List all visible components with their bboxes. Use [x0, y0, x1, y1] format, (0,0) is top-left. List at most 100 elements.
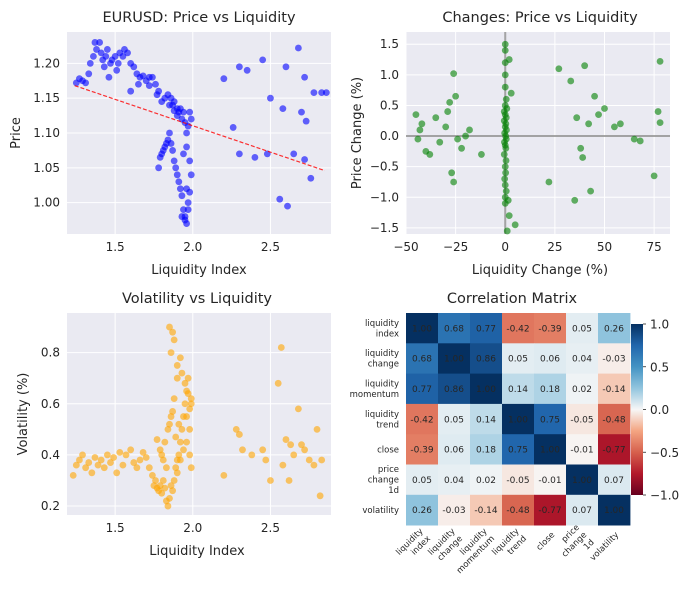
- data-point: [504, 196, 512, 204]
- heatmap-cell: [566, 343, 599, 374]
- data-point: [91, 454, 99, 461]
- data-point: [82, 464, 90, 472]
- heatmap-value: 1.00: [572, 476, 592, 486]
- heatmap-value: 0.07: [604, 476, 624, 486]
- data-point: [318, 89, 326, 96]
- y-axis-label: Price Change (%): [350, 77, 365, 189]
- y-tick-label: 1.00: [33, 196, 60, 210]
- x-tick-label: 2.0: [183, 521, 202, 535]
- row-label: volatility: [362, 506, 399, 516]
- heatmap-value: -0.05: [570, 415, 593, 425]
- heatmap-value: 0.05: [412, 476, 432, 486]
- data-point: [305, 456, 313, 464]
- data-point: [161, 438, 169, 446]
- data-point: [412, 111, 420, 119]
- data-point: [178, 369, 186, 377]
- data-point: [183, 413, 190, 420]
- data-point: [142, 454, 150, 461]
- data-point: [111, 52, 119, 60]
- heatmap-cell: [406, 343, 439, 374]
- data-point: [279, 461, 287, 469]
- data-point: [180, 206, 187, 214]
- data-point: [169, 487, 177, 495]
- colorbar: 1.0 0.5 0.0 −0.5 −1.0: [631, 318, 679, 503]
- data-point: [585, 120, 593, 128]
- data-point: [170, 477, 178, 484]
- heatmap-cell: [470, 494, 503, 526]
- data-point: [591, 92, 598, 100]
- data-point: [153, 436, 161, 443]
- x-tick-label: 0: [501, 240, 509, 254]
- data-point: [235, 431, 243, 438]
- data-point: [298, 108, 305, 116]
- heatmap-value: 0.02: [476, 476, 496, 486]
- heatmap-value: 0.75: [540, 415, 560, 425]
- heatmap-value: 0.02: [572, 385, 592, 395]
- colorbar-tick-label: −1.0: [650, 489, 679, 503]
- data-point: [170, 395, 178, 403]
- heatmap-value: 0.77: [412, 385, 432, 395]
- heatmap-value: 1.00: [540, 446, 560, 456]
- data-point: [243, 66, 251, 74]
- data-point: [502, 187, 510, 195]
- data-point: [581, 62, 589, 70]
- data-point: [577, 144, 585, 152]
- data-point: [145, 82, 153, 90]
- row-label: price change 1d: [368, 465, 399, 496]
- data-point: [96, 39, 104, 46]
- data-point: [579, 154, 587, 161]
- data-point: [85, 459, 93, 466]
- heatmap-value: 0.75: [508, 446, 528, 456]
- heatmap-cell: [470, 464, 503, 496]
- data-point: [130, 63, 138, 71]
- data-point: [298, 441, 305, 449]
- heatmap-value: 0.86: [444, 385, 464, 395]
- data-point: [94, 461, 102, 469]
- x-tick-label: 1.5: [106, 521, 125, 535]
- data-point: [616, 120, 624, 128]
- y-axis-label: Price: [9, 117, 24, 149]
- heatmap-value: -0.77: [602, 446, 625, 456]
- heatmap-cell: [566, 403, 599, 435]
- data-point: [145, 464, 153, 472]
- data-point: [175, 451, 183, 459]
- y-tick-label: −0.5: [370, 160, 399, 174]
- data-point: [183, 438, 190, 446]
- data-point: [301, 73, 308, 81]
- data-point: [122, 451, 130, 459]
- data-point: [595, 111, 602, 119]
- data-point: [186, 425, 194, 433]
- data-point: [76, 456, 83, 464]
- panel-price-vs-liquidity: 1.5 2.0 2.5 1.00 1.05 1.10 1.15 1.20 EURUSD: Pr…: [9, 10, 331, 278]
- data-point: [175, 420, 183, 428]
- data-point: [501, 40, 509, 48]
- data-point: [187, 171, 195, 179]
- data-point: [262, 456, 270, 464]
- data-point: [444, 108, 452, 115]
- data-point: [235, 63, 243, 71]
- data-point: [114, 59, 122, 67]
- heatmap-cell: [406, 373, 439, 405]
- data-point: [282, 436, 290, 443]
- data-point: [133, 464, 141, 472]
- data-point: [466, 126, 473, 134]
- heatmap-value: 0.14: [508, 385, 528, 395]
- y-tick-label: 1.05: [33, 161, 60, 175]
- data-point: [167, 482, 175, 489]
- heatmap-value: 0.14: [476, 415, 496, 425]
- data-point: [176, 456, 184, 464]
- heatmap-value: 0.04: [444, 476, 464, 486]
- data-point: [573, 114, 581, 122]
- data-point: [184, 374, 192, 382]
- data-point: [426, 151, 434, 158]
- data-point: [630, 135, 638, 143]
- heatmap-cell: [598, 434, 631, 465]
- data-point: [181, 379, 189, 387]
- heatmap-value: -0.14: [474, 506, 498, 516]
- heatmap-cell: [534, 343, 567, 374]
- data-point: [72, 461, 80, 469]
- heatmap-cell: [598, 403, 631, 435]
- data-point: [158, 451, 166, 459]
- heatmap-value: -0.42: [410, 415, 433, 425]
- heatmap-value: -0.14: [602, 385, 626, 395]
